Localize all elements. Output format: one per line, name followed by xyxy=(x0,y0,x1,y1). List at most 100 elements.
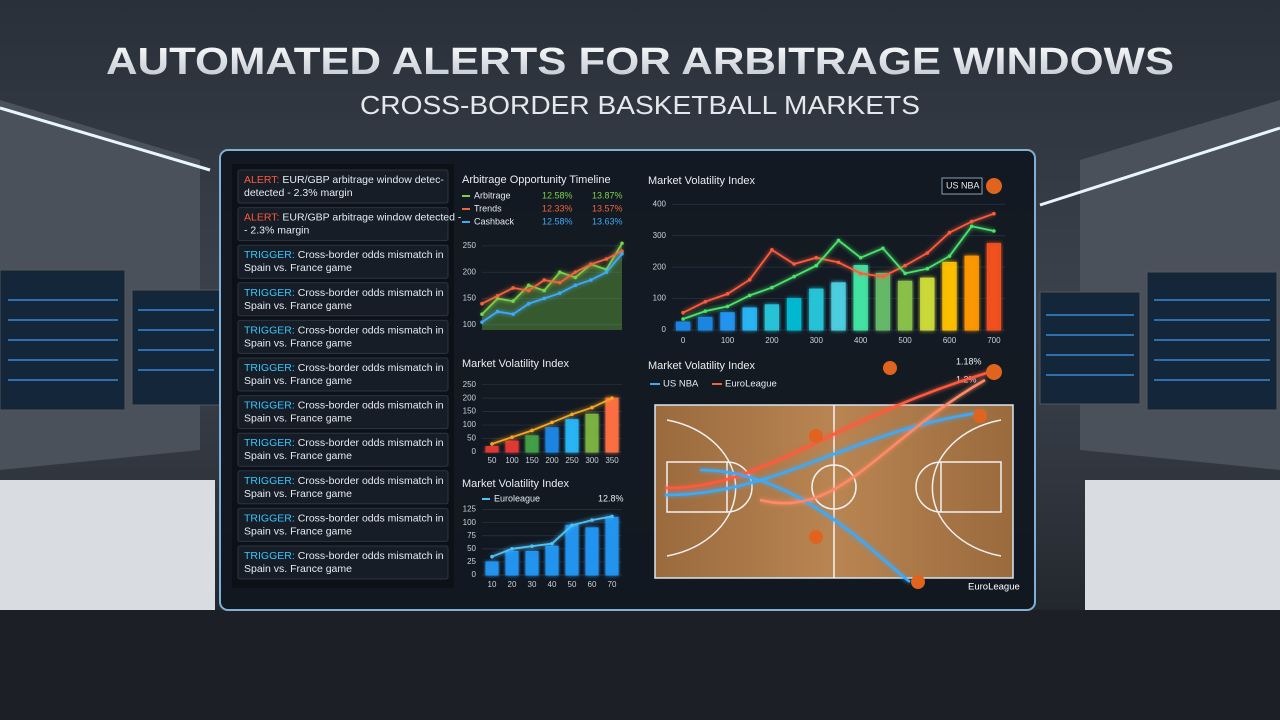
x-tick-label: 600 xyxy=(943,336,957,345)
x-tick-label: 500 xyxy=(898,336,912,345)
point xyxy=(725,292,730,296)
ball xyxy=(986,178,1002,194)
x-tick-label: 300 xyxy=(810,336,824,345)
legend-label: Arbitrage xyxy=(474,190,511,200)
alert-line: Spain vs. France game xyxy=(244,412,352,424)
alert-text: ALERT: EUR/GBP arbitrage window detected … xyxy=(244,211,462,236)
bar xyxy=(831,282,846,331)
alert-line: Cross-border odds mismatch in xyxy=(298,362,444,374)
point xyxy=(526,288,531,293)
alert-text: TRIGGER: Cross-border odds mismatch in Spa… xyxy=(244,475,444,500)
court-annotation: 1.18% xyxy=(956,356,982,366)
ball xyxy=(883,361,897,375)
chart-title: Arbitrage Opportunity Timeline xyxy=(462,174,611,186)
desk xyxy=(1085,480,1280,610)
alert-line: detected - 2.3% margin xyxy=(244,187,353,199)
point xyxy=(510,435,514,439)
point xyxy=(604,270,609,274)
point xyxy=(610,396,614,400)
bar xyxy=(585,413,599,453)
x-tick-label: 100 xyxy=(721,336,735,345)
bar xyxy=(485,446,499,453)
legend-stat: 13.57% xyxy=(592,203,623,213)
point xyxy=(858,271,863,276)
alert-text: TRIGGER: Cross-border odds mismatch in Spa… xyxy=(244,437,444,462)
point xyxy=(526,283,531,288)
point xyxy=(747,293,752,298)
alert-line: Spain vs. France game xyxy=(244,375,352,387)
point xyxy=(814,263,819,268)
bar xyxy=(964,255,979,331)
alert-line: Spain vs. France game xyxy=(244,450,352,462)
bar xyxy=(485,561,499,576)
alert-line: Cross-border odds mismatch in xyxy=(298,512,444,524)
area xyxy=(482,243,622,330)
x-tick-label: 0 xyxy=(681,336,686,345)
alert-tag: TRIGGER: xyxy=(244,399,295,411)
point xyxy=(792,274,796,279)
y-tick-label: 300 xyxy=(653,231,667,240)
alert-line: Cross-border odds mismatch in xyxy=(298,550,444,562)
legend-stat: 12.33% xyxy=(542,203,573,213)
point xyxy=(511,286,515,290)
point xyxy=(610,514,614,519)
alert-line: - 2.3% margin xyxy=(244,224,310,236)
x-tick-label: 300 xyxy=(585,456,599,465)
point xyxy=(589,262,593,267)
bar xyxy=(742,307,757,331)
y-tick-label: 100 xyxy=(463,420,477,429)
point xyxy=(557,270,562,274)
y-tick-label: 25 xyxy=(467,557,476,566)
x-tick-label: 40 xyxy=(548,580,557,589)
alerts-list: ALERT: EUR/GBP arbitrage window detec-det… xyxy=(237,169,462,580)
y-tick-label: 100 xyxy=(653,294,667,303)
bar xyxy=(786,298,802,331)
legend-label: EuroLeague xyxy=(725,379,777,390)
alert-line: Spain vs. France game xyxy=(244,337,352,349)
y-tick-label: 150 xyxy=(463,294,477,303)
ball xyxy=(973,409,987,423)
point xyxy=(495,309,500,314)
x-tick-label: 400 xyxy=(854,336,868,345)
legend-stat: 12.58% xyxy=(542,216,573,226)
alert-line: Spain vs. France game xyxy=(244,300,352,312)
bar xyxy=(565,419,579,453)
alert-text: TRIGGER: Cross-border odds mismatch in Spa… xyxy=(244,512,444,537)
alert-row xyxy=(237,207,449,242)
alert-row xyxy=(237,395,449,430)
alert-tag: TRIGGER: xyxy=(244,362,295,374)
bar xyxy=(809,288,824,331)
desk xyxy=(0,480,215,610)
point xyxy=(590,518,594,522)
alert-tag: TRIGGER: xyxy=(244,287,295,299)
y-tick-label: 100 xyxy=(463,518,477,527)
alert-line: Cross-border odds mismatch in xyxy=(298,475,444,487)
bar xyxy=(545,545,559,576)
alert-row xyxy=(237,282,449,317)
point xyxy=(703,309,708,313)
legend-label: Euroleague xyxy=(494,493,540,503)
point xyxy=(992,229,996,233)
court-title: Market Volatility Index xyxy=(648,360,755,372)
ball xyxy=(986,364,1002,380)
y-tick-label: 250 xyxy=(463,380,477,389)
point xyxy=(480,320,484,324)
alert-line: Spain vs. France game xyxy=(244,488,352,500)
charts: Arbitrage Opportunity Timeline1001502002… xyxy=(462,174,1020,593)
alert-text: TRIGGER: Cross-border odds mismatch in Spa… xyxy=(244,399,444,424)
bar xyxy=(605,516,619,576)
point xyxy=(747,277,752,282)
point xyxy=(881,274,885,279)
point xyxy=(542,278,547,282)
point xyxy=(590,405,594,410)
chart-title: Market Volatility Index xyxy=(648,175,755,187)
point xyxy=(620,249,624,253)
point xyxy=(681,310,685,315)
y-tick-label: 150 xyxy=(463,407,477,416)
point xyxy=(903,263,907,268)
x-tick-label: 70 xyxy=(608,580,617,589)
point xyxy=(836,260,841,265)
x-tick-label: 20 xyxy=(508,580,517,589)
point xyxy=(542,288,547,293)
